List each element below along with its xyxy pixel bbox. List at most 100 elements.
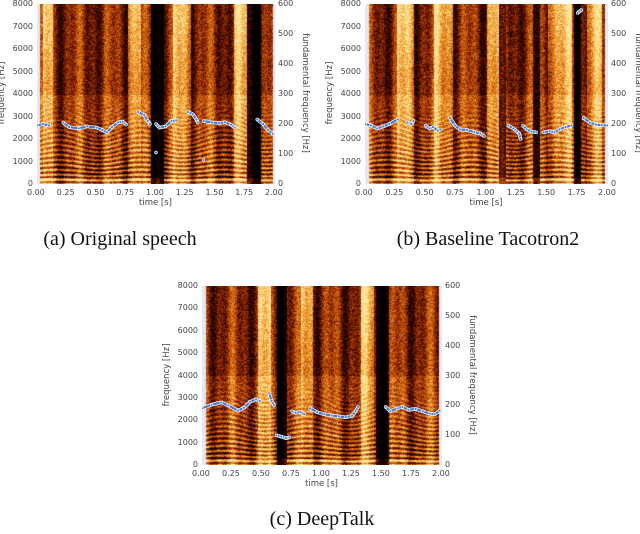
f0-point	[406, 408, 411, 412]
f0-point	[482, 134, 486, 138]
f0-point	[154, 150, 158, 155]
f0-point	[154, 122, 158, 126]
f0-point	[524, 127, 529, 132]
f0-point	[472, 130, 477, 134]
f0-point	[287, 435, 292, 439]
f0-point	[236, 409, 240, 413]
f0-point	[195, 120, 200, 125]
y-tick-label: 7000	[12, 21, 33, 31]
x-tick-label: 1.25	[342, 469, 360, 478]
f0-point	[274, 433, 279, 437]
f0-point	[94, 125, 99, 130]
f0-point	[387, 122, 391, 126]
x-tick-label: 1.75	[567, 188, 586, 197]
f0-point	[547, 129, 552, 133]
f0-point	[395, 406, 400, 411]
f0-point	[396, 117, 400, 122]
y2-tick-label: 600	[445, 281, 461, 290]
f0-point	[136, 110, 140, 114]
f0-point	[226, 403, 231, 408]
f0-point	[465, 128, 469, 132]
f0-point	[110, 125, 114, 129]
f0-point	[257, 399, 262, 403]
y-tick-label: 8000	[340, 0, 361, 8]
f0-segment	[276, 434, 290, 440]
f0-point	[67, 125, 71, 129]
f0-point	[575, 11, 580, 15]
f0-overlay	[202, 391, 442, 441]
f0-point	[433, 412, 437, 416]
x-axis-label: time [s]	[305, 479, 338, 489]
f0-point	[194, 117, 199, 122]
f0-point	[365, 122, 367, 126]
x-axis-label: time [s]	[139, 198, 172, 208]
y2-tick-label: 500	[445, 310, 461, 320]
f0-point	[223, 120, 227, 124]
f0-point	[413, 407, 418, 411]
x-tick-label: 0.25	[222, 469, 240, 478]
f0-point	[41, 122, 45, 126]
f0-point	[350, 414, 354, 418]
y-tick-label: 2000	[340, 134, 361, 143]
f0-point	[47, 123, 51, 128]
f0-point	[582, 116, 586, 120]
f0-point	[383, 405, 388, 409]
f0-point	[515, 129, 519, 134]
f0-point	[163, 124, 168, 129]
y-tick-label: 0	[27, 179, 33, 188]
f0-point	[529, 129, 534, 134]
x-tick-label: 1.75	[235, 188, 254, 197]
f0-point	[405, 120, 410, 125]
x-tick-label: 0.75	[446, 188, 464, 197]
y-tick-label: 7000	[340, 21, 361, 31]
figure-caption: (b) Baseline Tacotron2	[396, 228, 580, 250]
y-tick-label: 1000	[177, 437, 198, 447]
f0-point	[588, 120, 592, 125]
f0-point	[353, 409, 358, 414]
x-tick-label: 1.50	[537, 188, 556, 197]
f0-point	[261, 122, 265, 126]
f0-point	[375, 126, 379, 131]
f0-point	[428, 411, 432, 416]
f0-point	[322, 412, 327, 416]
f0-point	[302, 412, 306, 416]
f0-point	[174, 118, 178, 123]
f0-point	[209, 403, 214, 407]
f0-point	[511, 126, 515, 131]
figure-caption: (a) Original speech	[43, 228, 197, 250]
y2-tick-label: 300	[278, 89, 294, 98]
f0-point	[242, 406, 246, 410]
f0-point	[517, 131, 522, 136]
y-tick-label: 1000	[340, 156, 361, 166]
f0-point	[105, 130, 109, 135]
y-tick-label: 8000	[177, 281, 198, 290]
spectrogram-heatmap	[365, 4, 608, 184]
x-axis-label: time [s]	[469, 198, 503, 208]
spectrogram-plot	[37, 4, 275, 184]
f0-point	[266, 128, 270, 132]
y2-tick-label: 200	[611, 119, 627, 128]
y2-tick-label: 0	[278, 179, 284, 188]
y2-tick-label: 600	[278, 0, 294, 8]
f0-point	[254, 397, 258, 402]
y-tick-label: 3000	[177, 392, 198, 402]
f0-point	[557, 127, 562, 132]
f0-point	[148, 122, 152, 126]
x-tick-label: 1.50	[372, 469, 390, 478]
y2-axis-label: fundamental frequency [Hz]	[467, 314, 477, 435]
x-tick-label: 1.00	[312, 469, 330, 478]
f0-point	[411, 119, 416, 123]
f0-point	[272, 403, 276, 408]
f0-point	[369, 123, 373, 128]
y-tick-label: 4000	[177, 370, 198, 380]
f0-segment	[291, 410, 305, 416]
y-axis-label: frequency [Hz]	[162, 343, 172, 406]
f0-point	[210, 120, 214, 125]
f0-point	[142, 113, 146, 117]
f0-segment	[256, 118, 274, 135]
f0-point	[169, 119, 174, 123]
y2-tick-label: 300	[611, 89, 627, 98]
f0-point	[232, 125, 237, 130]
y2-axis-label: fundamental frequency [Hz]	[300, 33, 310, 153]
x-tick-label: 1.25	[506, 188, 525, 197]
